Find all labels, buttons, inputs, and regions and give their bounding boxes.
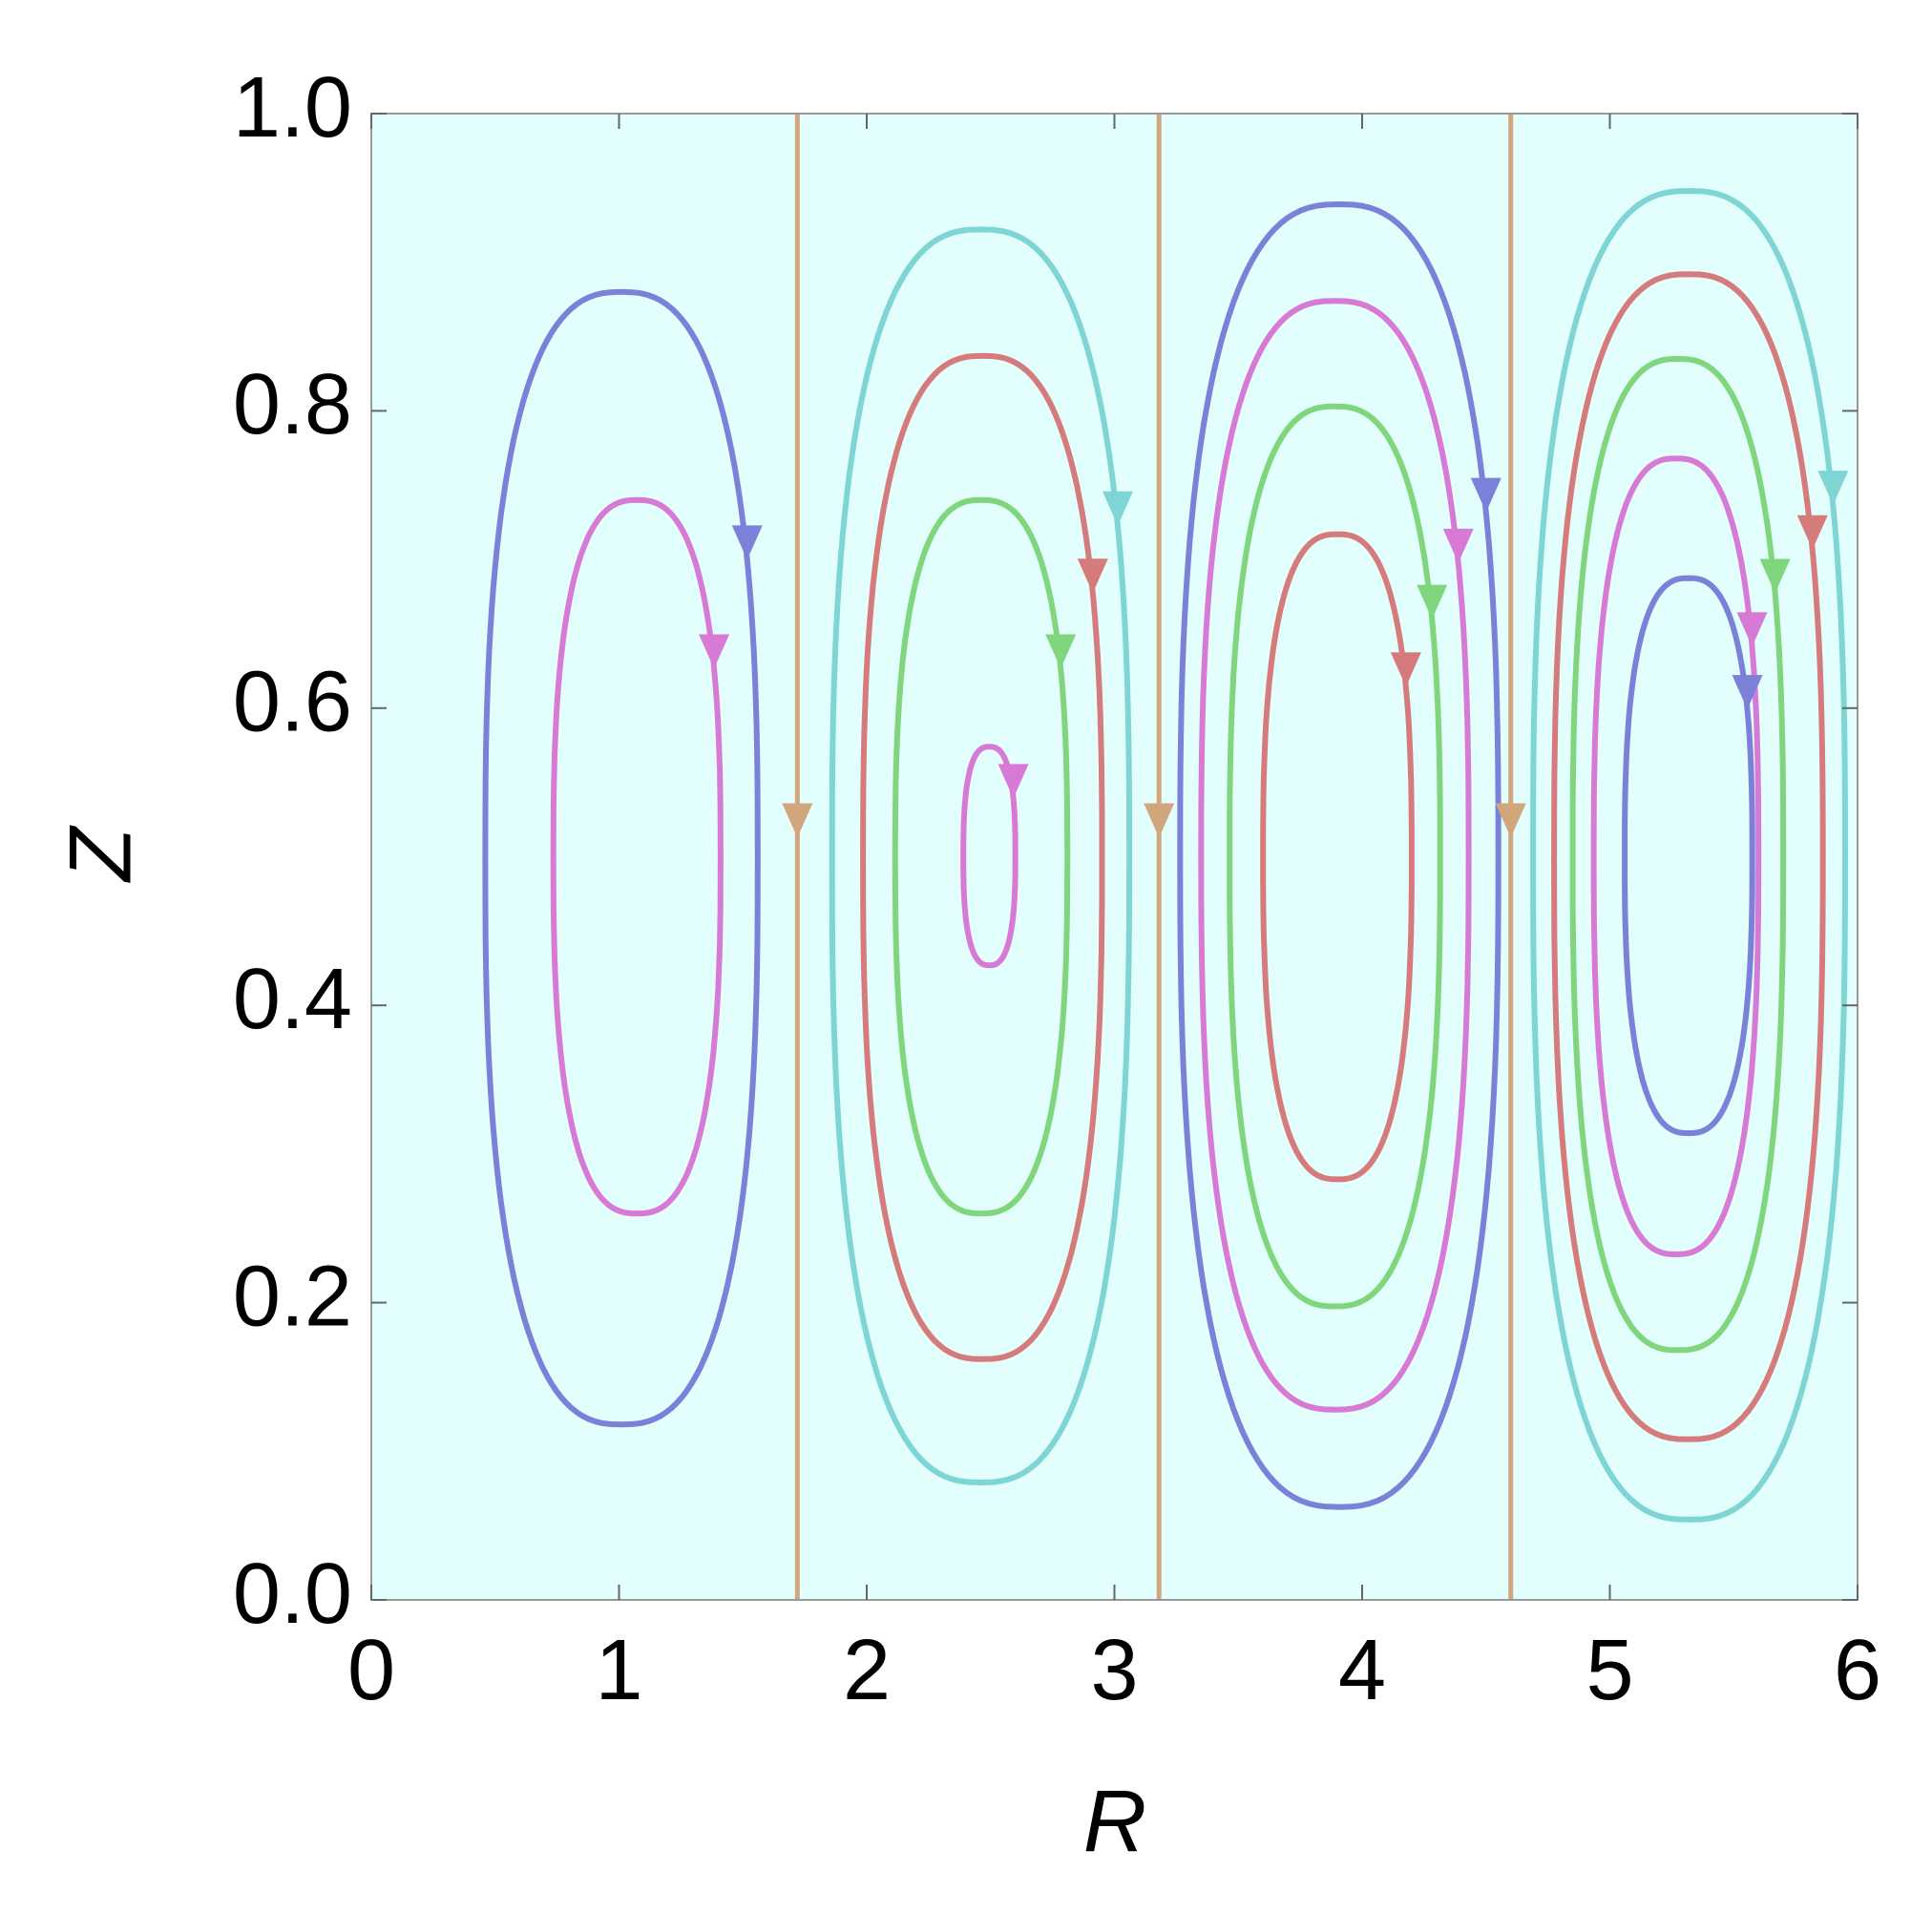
flow-arrow	[699, 634, 730, 669]
streamline	[1551, 271, 1826, 1442]
y-tick-label: 0.2	[233, 1249, 352, 1344]
flow-arrow	[1144, 803, 1175, 838]
flow-arrow	[782, 803, 813, 838]
y-tick-label: 0.8	[233, 357, 352, 452]
streamline	[1227, 403, 1443, 1310]
flow-arrow	[1470, 477, 1502, 513]
y-tick-label: 0.4	[233, 952, 352, 1047]
streamline	[1530, 187, 1849, 1523]
streamline	[550, 496, 724, 1217]
streamline	[1198, 298, 1472, 1413]
streamline	[482, 288, 761, 1428]
streamline	[1569, 355, 1787, 1354]
flow-arrow	[1442, 528, 1474, 563]
flow-arrow	[1390, 652, 1421, 687]
flow-arrow	[1077, 558, 1108, 594]
flow-arrow	[1736, 612, 1768, 647]
y-tick-label: 0.6	[233, 655, 352, 750]
flow-arrow	[1495, 803, 1526, 838]
x-tick-label: 1	[595, 1623, 642, 1718]
x-tick-label: 0	[347, 1623, 395, 1718]
x-tick-label: 2	[843, 1623, 891, 1718]
streamline	[1177, 200, 1502, 1510]
flow-arrow	[1045, 634, 1077, 669]
streamline	[860, 352, 1105, 1362]
y-tick-label: 1.0	[233, 60, 352, 156]
streamline	[829, 226, 1133, 1486]
flow-arrow	[1102, 491, 1134, 526]
streamline	[892, 496, 1071, 1217]
streamline	[960, 744, 1018, 969]
x-tick-label: 4	[1338, 1623, 1386, 1718]
flow-arrow	[1732, 675, 1763, 710]
flow-arrow	[1796, 515, 1828, 550]
flow-arrow	[731, 525, 763, 560]
flow-arrow	[1817, 471, 1849, 506]
x-axis-label: R	[1083, 1773, 1146, 1870]
y-axis-label: Z	[52, 825, 149, 883]
flow-arrow	[1759, 558, 1791, 594]
flow-arrow	[998, 764, 1029, 799]
plot-background	[371, 114, 1858, 1600]
x-tick-label: 6	[1834, 1623, 1881, 1718]
flow-arrow	[1417, 584, 1448, 620]
streamline	[1622, 575, 1755, 1137]
streamline	[1260, 531, 1415, 1183]
y-tick-label: 0.0	[233, 1546, 352, 1642]
x-tick-label: 3	[1090, 1623, 1138, 1718]
x-tick-label: 5	[1586, 1623, 1633, 1718]
streamline	[1590, 455, 1762, 1258]
